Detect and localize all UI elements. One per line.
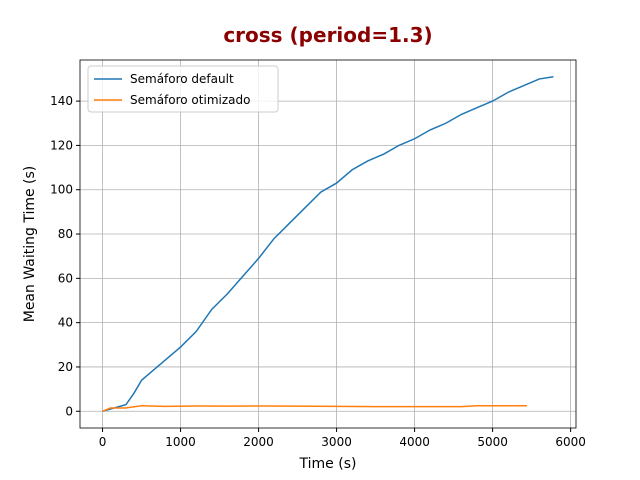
- x-tick-label: 3000: [321, 435, 352, 449]
- x-tick-label: 6000: [555, 435, 586, 449]
- legend-label: Semáforo default: [130, 72, 234, 86]
- data-line: [102, 404, 527, 412]
- y-tick-label: 80: [58, 227, 73, 241]
- plot-frame: [79, 59, 577, 429]
- y-tick-label: 120: [50, 138, 73, 152]
- x-tick-label: 4000: [399, 435, 430, 449]
- data-line: [102, 75, 554, 412]
- y-tick-label: 100: [50, 183, 73, 197]
- legend-box: [87, 65, 279, 113]
- y-tick-label: 60: [58, 271, 73, 285]
- y-tick-label: 40: [58, 316, 73, 330]
- y-axis-label: Mean Waiting Time (s): [22, 166, 38, 323]
- chart-title: cross (period=1.3): [223, 23, 432, 47]
- x-tick-label: 0: [99, 435, 107, 449]
- y-tick-label: 0: [65, 404, 73, 418]
- legend-label: Semáforo otimizado: [130, 93, 250, 107]
- x-tick-label: 5000: [477, 435, 508, 449]
- x-axis-label: Time (s): [299, 456, 357, 472]
- y-tick-label: 140: [50, 94, 73, 108]
- x-tick-label: 2000: [243, 435, 274, 449]
- y-tick-label: 20: [58, 360, 73, 374]
- x-tick-label: 1000: [165, 435, 196, 449]
